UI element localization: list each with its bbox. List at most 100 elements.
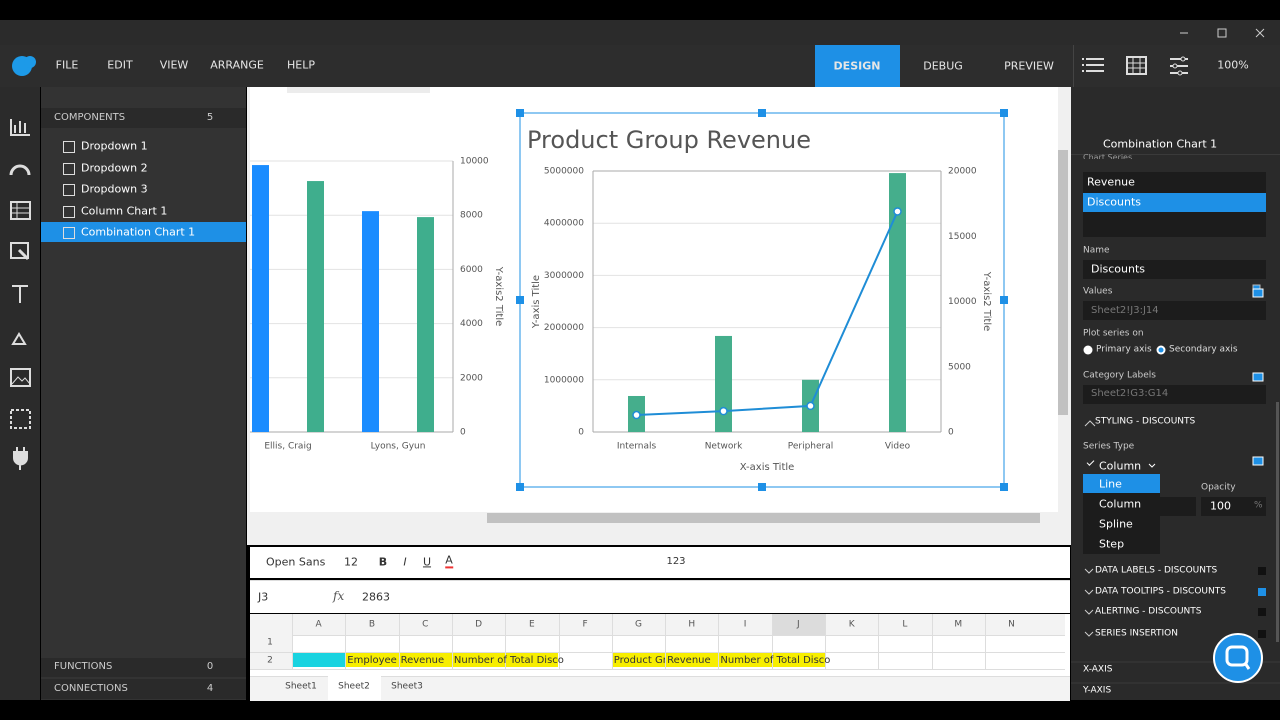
cell[interactable]: Number of Total Disco [453, 655, 564, 666]
resize-handle [516, 109, 524, 117]
v-scroll-thumb[interactable] [1058, 150, 1068, 415]
number-format[interactable]: 123 [666, 556, 686, 567]
sheet-tab[interactable]: Sheet3 [391, 681, 423, 692]
section-header[interactable]: Y-AXIS [1083, 685, 1112, 696]
size-select[interactable]: 12 [344, 555, 358, 569]
active-sheet-tab[interactable] [328, 676, 381, 700]
chart-title: Product Group Revenue [527, 126, 811, 154]
y2-tick-label: 8000 [460, 211, 483, 221]
view-icons[interactable] [1080, 52, 1200, 80]
connections-label: CONNECTIONS [54, 683, 128, 694]
menu-option[interactable]: Step [1099, 537, 1125, 551]
y-tick-label: 1000000 [544, 375, 584, 385]
y2-axis-title: Y-axis2 Title [493, 266, 504, 327]
category-input[interactable] [1083, 385, 1266, 404]
column-header[interactable]: M [954, 619, 963, 630]
rail-icons[interactable] [0, 87, 40, 487]
column-header[interactable]: J [797, 619, 800, 630]
formula-input[interactable]: 2863 [362, 590, 390, 604]
cell[interactable]: Revenue [400, 655, 445, 666]
radio-option[interactable]: Secondary axis [1169, 344, 1238, 355]
component-item[interactable]: Dropdown 2 [81, 160, 148, 174]
section-header[interactable]: X-AXIS [1083, 664, 1113, 675]
column-header[interactable]: L [902, 619, 908, 630]
cell[interactable]: Employee [347, 655, 397, 666]
window-controls[interactable] [1170, 22, 1280, 44]
format-button[interactable]: I [403, 555, 407, 569]
column-header[interactable]: C [422, 619, 429, 630]
menu-option[interactable]: Line [1099, 477, 1122, 491]
component-item[interactable]: Dropdown 1 [81, 139, 148, 153]
field-label: Series Type [1083, 441, 1135, 452]
category-range[interactable]: Sheet2!G3:G14 [1091, 388, 1169, 399]
component-item[interactable]: Dropdown 3 [81, 182, 148, 196]
component-name: Combination Chart 1 [1103, 137, 1218, 151]
values-input[interactable] [1083, 301, 1266, 320]
series-item[interactable]: Revenue [1087, 175, 1135, 189]
menu-option[interactable]: Column [1099, 497, 1142, 511]
column-header[interactable]: H [688, 619, 696, 630]
section-header[interactable]: STYLING - DISCOUNTS [1095, 416, 1196, 427]
values-range[interactable]: Sheet2!J3:J14 [1091, 305, 1159, 316]
column-header[interactable]: B [368, 619, 376, 630]
name-value[interactable]: Discounts [1091, 262, 1146, 276]
y-tick-label: 4000000 [544, 219, 584, 229]
line-point [632, 410, 641, 420]
name-input[interactable] [1083, 260, 1266, 279]
column-divider [345, 614, 347, 669]
section-header[interactable]: SERIES INSERTION [1095, 628, 1178, 639]
component-item[interactable]: Column Chart 1 [81, 203, 168, 217]
color-input[interactable] [1160, 497, 1196, 516]
mode-tab[interactable]: PREVIEW [1004, 59, 1054, 73]
connections-row[interactable] [41, 679, 246, 699]
font-select[interactable]: Open Sans [266, 555, 326, 569]
section-header[interactable]: ALERTING - DISCOUNTS [1095, 606, 1202, 617]
cell[interactable]: Number of Total Disco [720, 655, 831, 666]
h-scroll-thumb[interactable] [487, 513, 1040, 523]
menu-highlight[interactable] [1083, 474, 1160, 493]
opacity-value[interactable]: 100 [1210, 499, 1231, 513]
series-type-select[interactable]: Column [1099, 459, 1142, 473]
menu-option[interactable]: Spline [1099, 517, 1133, 531]
menu-item[interactable]: FILE [55, 58, 79, 72]
radio-option[interactable]: Primary axis [1096, 344, 1152, 355]
column-header[interactable]: I [743, 619, 747, 630]
column-divider [984, 614, 986, 669]
resize-handle [516, 483, 524, 491]
bar [307, 181, 324, 432]
line-point [893, 207, 902, 216]
functions-row[interactable] [41, 658, 246, 677]
column-header[interactable]: K [848, 619, 855, 630]
help-button[interactable] [1212, 633, 1264, 685]
opacity-input[interactable] [1201, 497, 1266, 516]
series-item[interactable]: Discounts [1087, 195, 1142, 209]
sheet-tab[interactable]: Sheet2 [338, 681, 370, 692]
column-header[interactable]: D [475, 619, 483, 630]
format-button[interactable]: B [378, 555, 388, 569]
sheet-tab[interactable]: Sheet1 [285, 681, 317, 692]
font-color-button[interactable]: A [445, 553, 453, 569]
menu-item[interactable]: HELP [287, 58, 315, 72]
icon-rail [0, 87, 40, 700]
section-header[interactable]: DATA TOOLTIPS - DISCOUNTS [1095, 586, 1226, 597]
series-selected-bg[interactable] [1083, 193, 1266, 212]
menu-item[interactable]: ARRANGE [210, 58, 264, 72]
column-header[interactable]: F [582, 619, 588, 630]
menu-item[interactable]: EDIT [107, 58, 133, 72]
cell[interactable]: Product Gr [613, 655, 666, 666]
cell[interactable]: Revenue [667, 655, 711, 666]
bar [252, 165, 269, 432]
column-header[interactable]: N [1008, 619, 1015, 630]
mode-tab[interactable]: DEBUG [923, 59, 963, 73]
menu-item[interactable]: VIEW [159, 58, 189, 72]
format-button[interactable]: U [422, 555, 432, 569]
functions-count: 0 [206, 661, 214, 672]
mode-tab[interactable]: DESIGN [833, 59, 881, 73]
column-header[interactable]: A [315, 619, 322, 630]
cell-reference[interactable]: J3 [258, 590, 269, 604]
column-header[interactable]: E [529, 619, 535, 630]
zoom-select[interactable]: 100% [1217, 58, 1249, 72]
component-item[interactable]: Combination Chart 1 [81, 225, 196, 239]
column-header[interactable]: G [634, 619, 642, 630]
section-header[interactable]: DATA LABELS - DISCOUNTS [1095, 565, 1218, 576]
